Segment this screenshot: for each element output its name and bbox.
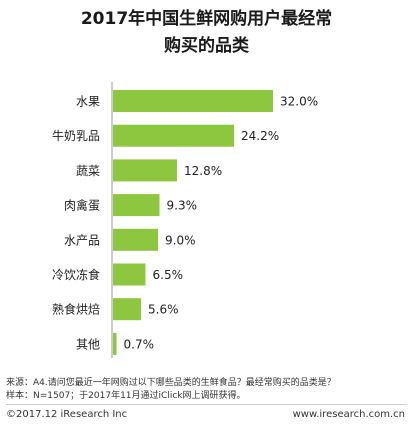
bar: [113, 228, 158, 251]
category-label: 水果: [76, 95, 100, 109]
value-label: 9.0%: [165, 233, 196, 247]
chart-title-line1: 2017年中国生鲜网购用户最经常: [80, 9, 333, 29]
bar: [113, 298, 141, 321]
category-label: 蔬菜: [76, 164, 100, 178]
website: www.iresearch.com.cn: [292, 409, 405, 420]
category-label: 其他: [76, 337, 100, 351]
sample-note: 样本：N=1507；于2017年11月通过iClick网上调研获得。: [6, 391, 246, 401]
bars-layer: 水果 32.0% 牛奶乳品 24.2% 蔬菜 12.8% 肉禽蛋 9.3% 水产品 9.0% 冷饮冻…: [52, 82, 318, 358]
category-label: 熟食烘焙: [52, 302, 100, 317]
value-label: 32.0%: [280, 95, 318, 109]
bar: [113, 90, 273, 112]
value-label: 9.3%: [167, 199, 198, 213]
bar: [113, 263, 146, 286]
category-label: 牛奶乳品: [52, 128, 100, 143]
value-label: 5.6%: [148, 303, 179, 317]
value-label: 24.2%: [241, 129, 279, 143]
bar: [113, 194, 160, 217]
value-label: 0.7%: [124, 337, 155, 351]
footer-divider: [6, 404, 407, 405]
category-label: 冷饮冻食: [52, 267, 100, 282]
copyright: ©2017.12 iResearch Inc: [6, 409, 128, 420]
bar: [113, 332, 117, 355]
value-label: 6.5%: [153, 268, 184, 282]
source-note: 来源：A4.请问您最近一年网购过以下哪些品类的生鲜食品？最经常购买的品类是？: [6, 378, 336, 388]
chart-title-line2: 购买的品类: [164, 36, 249, 56]
category-label: 水产品: [64, 233, 100, 247]
chart-title: 2017年中国生鲜网购用户最经常 购买的品类: [0, 6, 413, 60]
bar: [113, 124, 234, 147]
value-label: 12.8%: [184, 164, 222, 178]
bar: [113, 159, 177, 182]
category-label: 肉禽蛋: [64, 198, 100, 213]
